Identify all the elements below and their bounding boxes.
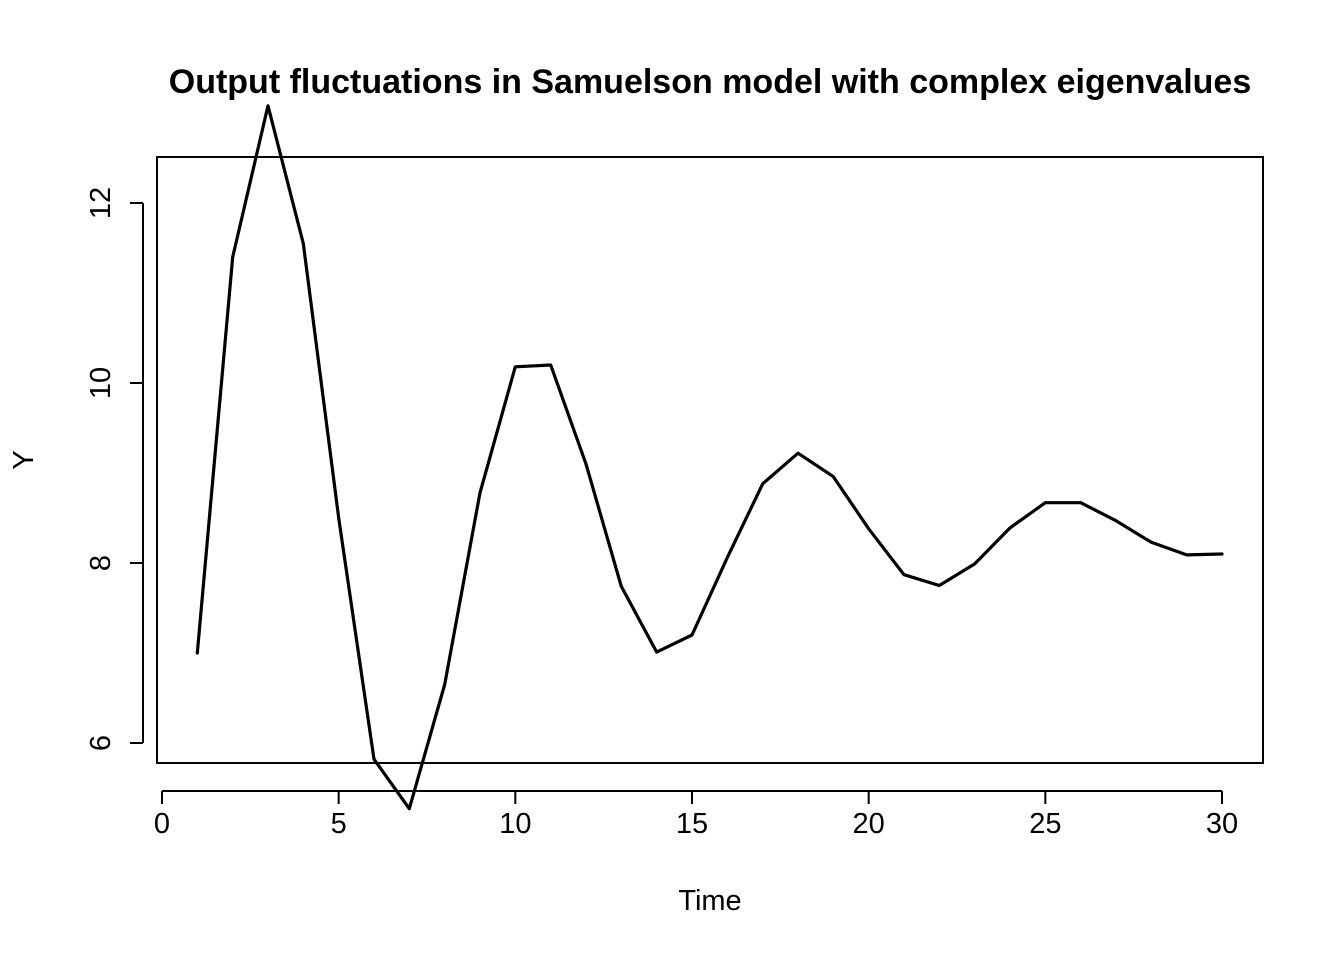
x-tick-label: 20 xyxy=(853,808,885,840)
y-tick-label: 10 xyxy=(85,367,117,399)
x-tick-label: 25 xyxy=(1029,808,1061,840)
x-tick-label: 30 xyxy=(1206,808,1238,840)
y-axis: 6 8 10 12 xyxy=(85,187,144,751)
series-layer xyxy=(195,104,1224,811)
chart-title: Output fluctuations in Samuelson model w… xyxy=(169,63,1252,101)
y-axis-label: Y xyxy=(8,450,40,469)
y-tick-label: 6 xyxy=(85,735,117,751)
plot-frame xyxy=(156,156,1264,764)
y-tick-label: 8 xyxy=(85,555,117,571)
x-tick-label: 15 xyxy=(676,808,708,840)
x-tick-label: 0 xyxy=(154,808,170,840)
series-line xyxy=(195,104,1224,811)
x-tick-label: 5 xyxy=(331,808,347,840)
x-axis: 0 5 10 15 20 25 30 xyxy=(154,790,1238,840)
x-axis-label: Time xyxy=(678,885,741,917)
x-tick-label: 10 xyxy=(499,808,531,840)
y-tick-label: 12 xyxy=(85,187,117,219)
